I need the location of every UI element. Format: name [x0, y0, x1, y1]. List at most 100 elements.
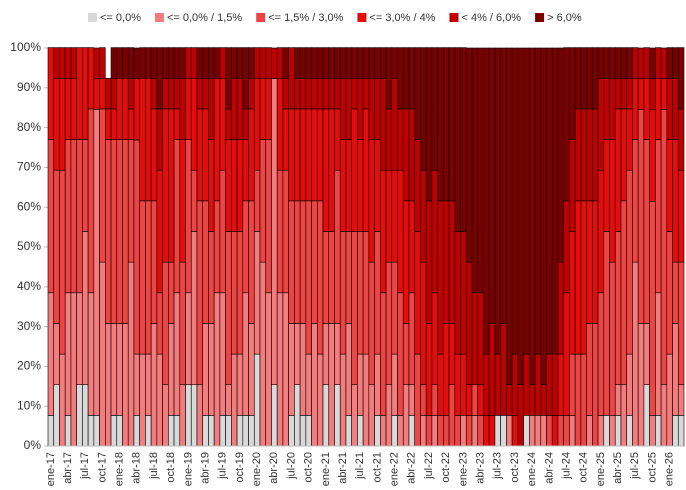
bar-segment	[374, 415, 381, 447]
legend-label: < 4% / 6,0%	[461, 12, 521, 24]
bar-segment	[408, 108, 416, 202]
bar-segment	[672, 261, 679, 324]
bar-segment	[574, 47, 582, 110]
legend-swatch	[357, 13, 367, 22]
bar-segment	[225, 108, 232, 140]
bar-segment	[597, 169, 605, 294]
x-tick-label: ene-17	[45, 452, 57, 486]
bar-segment	[294, 108, 301, 202]
bar-segment	[173, 415, 181, 447]
bar-segment	[351, 77, 358, 110]
bar-segment	[402, 200, 410, 324]
bar-segment	[563, 200, 570, 294]
bar-segment	[208, 231, 215, 324]
bar-segment	[339, 77, 347, 140]
bar-segment	[488, 47, 496, 324]
bar-segment	[47, 292, 55, 416]
bar-segment	[443, 323, 450, 416]
bar-segment	[316, 77, 324, 110]
bar-segment	[465, 47, 473, 263]
bar-segment	[53, 169, 60, 324]
bar-segment	[116, 415, 123, 447]
bar-segment	[64, 139, 72, 294]
bar-segment	[282, 108, 289, 171]
bar-segment	[402, 323, 410, 386]
bar-segment	[168, 261, 175, 324]
legend-swatch	[154, 13, 164, 22]
bar-segment	[483, 47, 490, 355]
bar-segment	[305, 353, 312, 416]
bar-segment	[345, 77, 352, 140]
bar-segment	[156, 169, 163, 294]
bar-segment	[391, 261, 398, 355]
bar-segment	[328, 47, 335, 79]
bar-segment	[626, 353, 633, 416]
bar-segment	[339, 139, 347, 232]
bar-segment	[614, 384, 622, 416]
bar-segment	[145, 200, 152, 355]
bar-segment	[506, 47, 513, 386]
bar-segment	[666, 139, 673, 232]
bar-segment	[122, 77, 129, 140]
bar-segment	[494, 353, 501, 416]
bar-segment	[162, 47, 169, 79]
bar-segment	[380, 169, 387, 294]
bar-segment	[460, 353, 467, 416]
bar-segment	[672, 323, 679, 416]
bar-segment	[454, 353, 461, 416]
bar-segment	[368, 47, 375, 79]
bar-segment	[551, 415, 559, 447]
bar-segment	[168, 415, 175, 447]
bar-segment	[443, 47, 450, 202]
bar-segment	[133, 415, 140, 447]
bar-segment	[660, 47, 668, 79]
bar-segment	[609, 47, 616, 79]
bar-segment	[603, 77, 610, 140]
bar-segment	[402, 47, 410, 110]
bar-segment	[334, 323, 341, 386]
bar-segment	[574, 353, 582, 447]
bar-segment	[156, 353, 163, 447]
bar-segment	[620, 384, 628, 447]
bar-segment	[82, 47, 89, 140]
bar-segment	[271, 47, 278, 79]
bar-segment	[133, 353, 140, 416]
bar-segment	[431, 292, 438, 386]
bar-segment	[397, 292, 404, 416]
bar-segment	[236, 415, 244, 447]
bar-segment	[643, 77, 650, 140]
bar-segment	[643, 323, 650, 386]
bar-segment	[425, 415, 433, 447]
bar-segment	[248, 108, 255, 202]
bar-segment	[672, 77, 679, 140]
bar-segment	[236, 139, 244, 232]
bar-segment	[351, 384, 358, 447]
bar-segment	[391, 47, 398, 79]
bar-segment	[557, 47, 564, 263]
bar-segment	[168, 77, 175, 110]
bar-segment	[150, 108, 158, 202]
bar-segment	[471, 384, 479, 416]
bar-segment	[437, 47, 444, 202]
bar-segment	[248, 77, 255, 110]
bar-segment	[534, 353, 542, 416]
bar-segment	[345, 231, 352, 324]
bar-segment	[110, 323, 118, 416]
bar-segment	[437, 415, 444, 447]
bar-segment	[173, 47, 181, 79]
bar-segment	[672, 139, 679, 263]
bar-segment	[133, 78, 140, 141]
bar-segment	[253, 47, 261, 79]
bar-segment	[643, 139, 650, 324]
bar-segment	[322, 47, 330, 79]
bar-segment	[368, 261, 375, 386]
bar-segment	[150, 323, 158, 447]
bar-segment	[208, 139, 215, 232]
bar-segment	[454, 47, 461, 232]
bar-segment	[477, 415, 484, 447]
bar-segment	[185, 77, 192, 140]
bar-segment	[528, 47, 536, 386]
legend-swatch	[449, 13, 459, 22]
bar-segment	[557, 353, 564, 416]
bar-segment	[592, 47, 599, 110]
